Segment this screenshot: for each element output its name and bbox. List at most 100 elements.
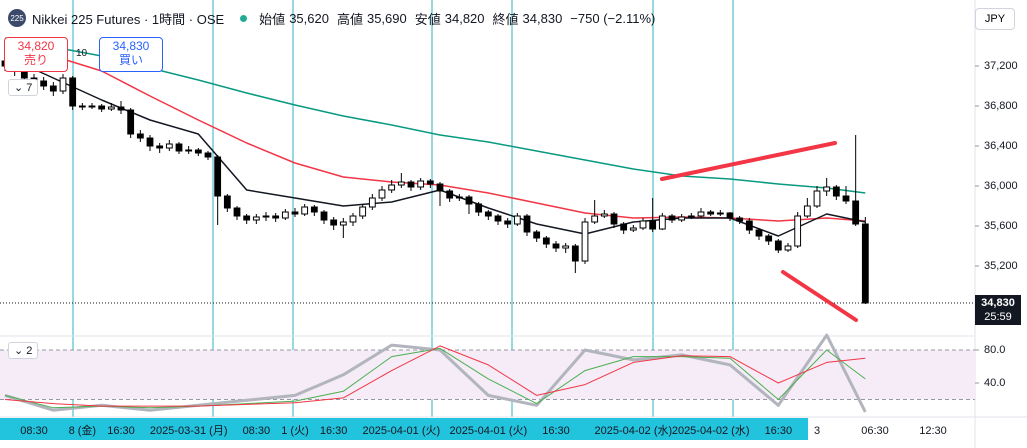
candle-body: [40, 80, 48, 87]
candle-body: [475, 203, 483, 213]
candle-body: [504, 220, 512, 225]
candle-body: [194, 149, 202, 154]
countdown: 25:59: [984, 311, 1012, 323]
candle-body: [146, 137, 154, 147]
candle-body: [794, 215, 802, 247]
candle-body: [533, 231, 541, 239]
candle-body: [668, 215, 676, 221]
candle-body: [610, 213, 618, 225]
x-tick-label: 06:30: [861, 425, 889, 437]
currency-button[interactable]: JPY: [975, 8, 1015, 30]
candle-body: [542, 237, 550, 245]
candle-body: [262, 215, 270, 218]
candle-body: [156, 145, 164, 149]
candle-body: [214, 156, 222, 197]
buy-button[interactable]: 34,830 買い: [99, 37, 163, 72]
candle-body: [349, 215, 357, 223]
x-tick-label: 12:30: [919, 425, 947, 437]
candle-body: [562, 245, 570, 249]
candle-body: [388, 184, 396, 191]
candle-body: [436, 183, 444, 192]
candle-body: [243, 215, 251, 221]
candle-body: [252, 216, 260, 221]
candle-body: [736, 217, 744, 222]
candle-body: [813, 190, 821, 207]
candle-body: [127, 109, 135, 135]
x-tick-label: 08:30: [243, 425, 271, 437]
buy-price: 34,830: [112, 39, 150, 53]
candle-body: [774, 240, 782, 251]
candle-body: [426, 180, 434, 185]
x-tick-label: 16:30: [542, 425, 570, 437]
candle-body: [765, 235, 773, 242]
candle-body: [107, 106, 115, 110]
indicator-line: [4, 345, 866, 407]
candle-body: [629, 227, 637, 231]
candle-body: [98, 105, 106, 110]
y-tick-label: 37,200: [984, 60, 1018, 72]
candle-body: [359, 206, 367, 217]
trend-line-drawing: [660, 141, 837, 181]
candle-body: [687, 215, 695, 218]
ohlc-value: 34,820: [444, 10, 485, 26]
ohlc-label: 終値: [492, 11, 519, 27]
time-range-highlight: [0, 418, 808, 440]
last-price-tag: [975, 295, 1021, 325]
legend-header: 225 Nikkei 225 Futures · 1時間 · OSE 始値 35,…: [8, 7, 659, 29]
change: −750 (−2.11%): [570, 10, 656, 26]
quantity: 10: [76, 48, 88, 59]
ohlc-label: 安値: [414, 11, 441, 27]
symbol-icon: 225: [8, 9, 26, 27]
x-tick-label: 3: [814, 425, 820, 437]
y-tick-label: 35,600: [984, 220, 1018, 232]
candle-body: [455, 196, 463, 199]
x-tick-label: 2025-03-31 (月): [150, 425, 228, 437]
indicator-toggle[interactable]: ⌄ 2: [8, 342, 39, 359]
candle-body: [552, 243, 560, 249]
candle-body: [397, 181, 405, 186]
candle-body: [281, 211, 289, 219]
x-tick-label: 08:30: [20, 425, 48, 437]
candle-body: [78, 105, 86, 108]
currency: JPY: [984, 13, 1006, 25]
candle-body: [69, 77, 77, 107]
ohlc-value: 35,690: [366, 10, 407, 26]
candle-body: [20, 70, 28, 79]
candle-body: [649, 220, 657, 230]
candle-body: [591, 215, 599, 223]
candle-body: [204, 152, 212, 158]
candle-body: [320, 211, 328, 221]
ohlc-value: 35,620: [289, 10, 329, 26]
sell-label: 売り: [23, 53, 48, 67]
candle-body: [310, 206, 318, 213]
candle-body: [832, 186, 840, 197]
candle-body: [803, 205, 811, 217]
indicator-count: 7: [26, 82, 33, 94]
candle-body: [88, 105, 96, 108]
x-tick-label: 2025-04-01 (火): [363, 425, 441, 437]
candle-body: [368, 197, 376, 208]
candle-body: [175, 143, 183, 152]
candle-body: [378, 189, 386, 199]
candle-body: [823, 186, 831, 192]
x-tick-label: 2025-04-01 (火): [450, 425, 528, 437]
sell-button[interactable]: 34,820 売り: [4, 37, 68, 72]
x-tick-label: 2025-04-02 (水): [672, 424, 750, 437]
indicator-toggle[interactable]: ⌄ 7: [8, 79, 39, 96]
candle-body: [716, 212, 724, 215]
sell-price: 34,820: [17, 39, 55, 53]
candle-body: [233, 207, 241, 217]
candle-body: [852, 200, 860, 225]
candle-body: [484, 211, 492, 217]
candle-body: [330, 219, 338, 226]
y-tick-label: 40.0: [984, 377, 1005, 389]
candle-body: [600, 213, 608, 217]
candle-body: [726, 212, 734, 219]
candle-body: [861, 223, 869, 304]
x-tick-label: 8 (金): [69, 423, 97, 437]
candle-body: [465, 196, 473, 205]
ohlc-label: 高値: [336, 11, 363, 27]
candle-body: [620, 223, 628, 231]
x-tick-label: 2025-04-02 (水): [595, 424, 673, 437]
